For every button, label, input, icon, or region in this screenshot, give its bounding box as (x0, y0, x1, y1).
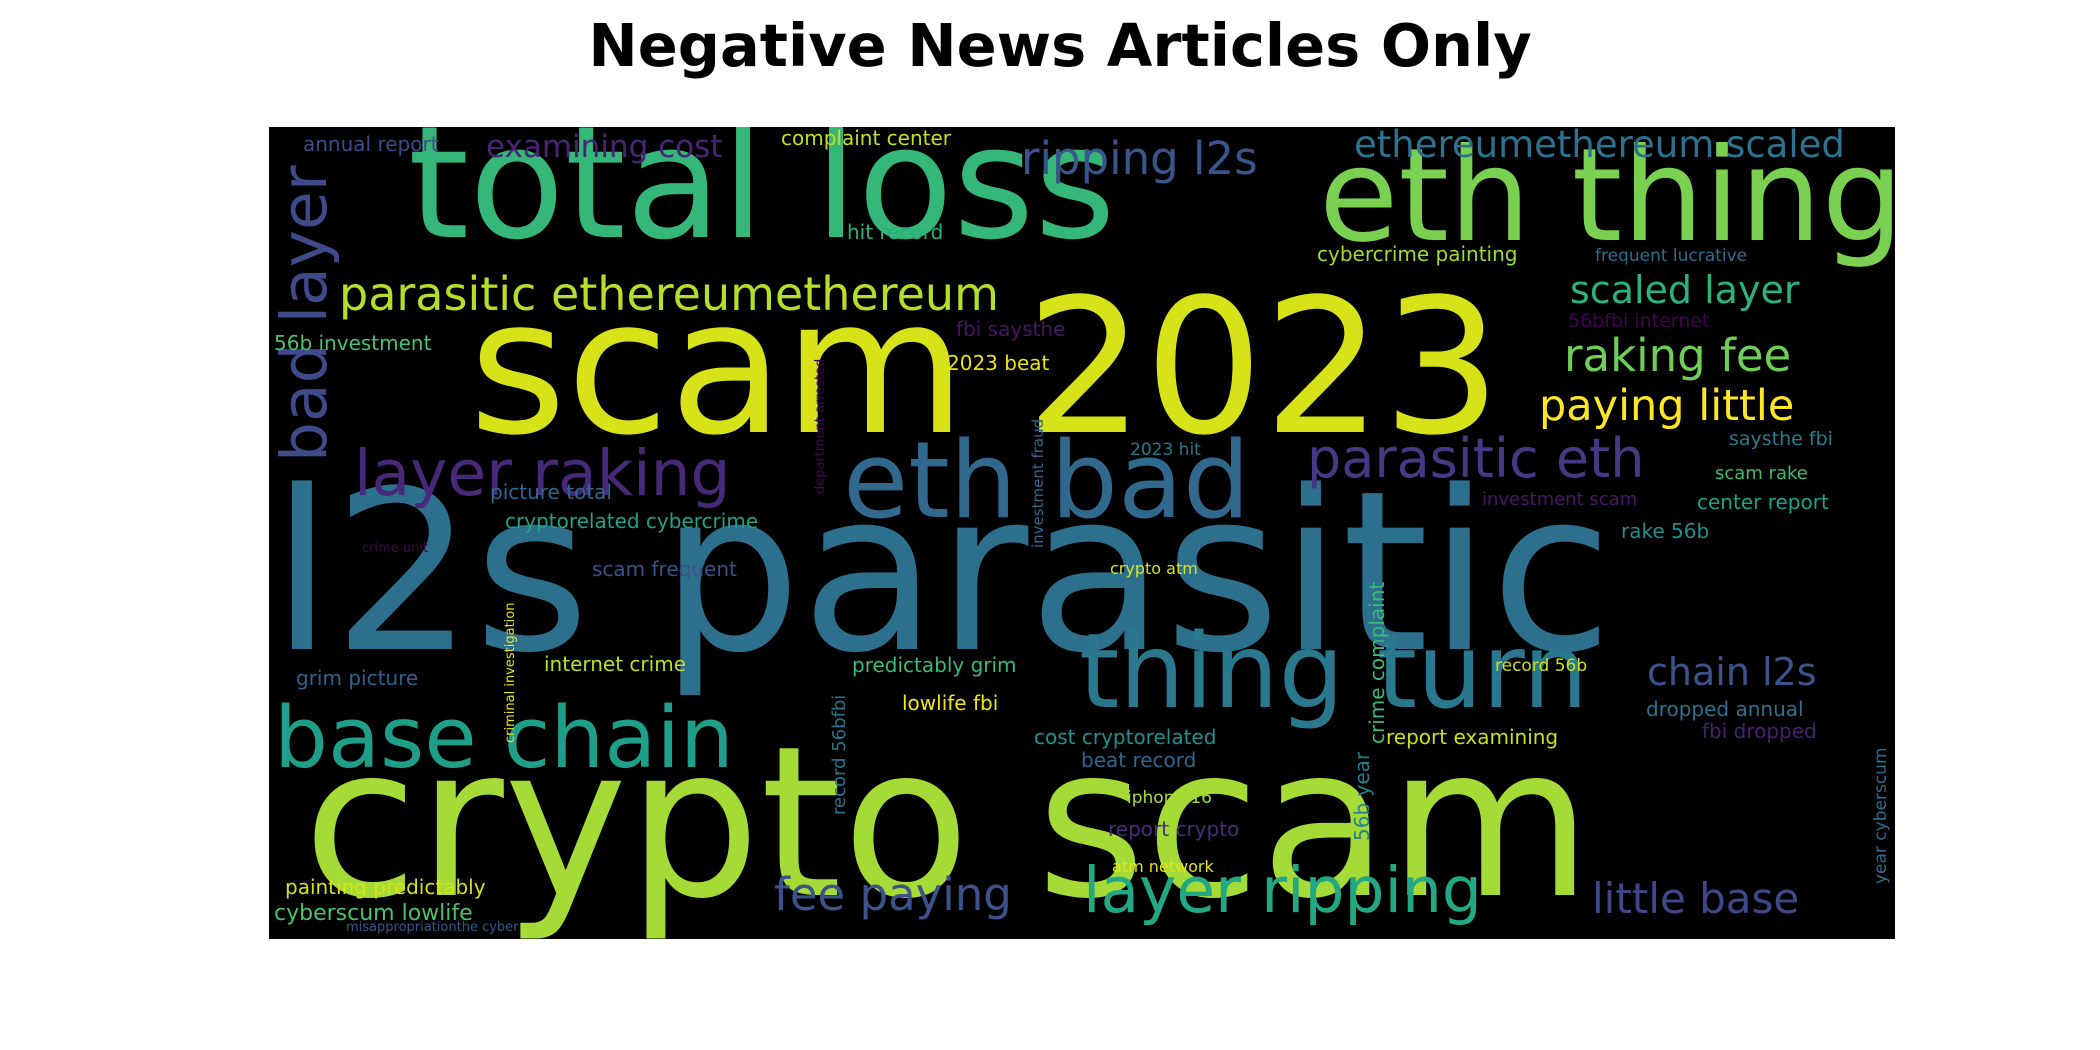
word-rake-56b: rake 56b (1621, 519, 1709, 543)
word-annual-report: annual report (303, 132, 439, 156)
word-internet-crime: internet crime (544, 652, 686, 676)
word-parasitic-ethereumethereum: parasitic ethereumethereum (339, 267, 999, 321)
word-predictably-grim: predictably grim (852, 653, 1017, 677)
word-scam-2023: scam 2023 (469, 259, 1501, 477)
word-thing-turn: thing turn (1079, 612, 1588, 732)
word-hit-record: hit record (847, 220, 943, 244)
word-iphone-16: iphone 16 (1127, 788, 1212, 808)
word-fbi-saysthe: fbi saysthe (956, 317, 1065, 341)
word-chain-l2s: chain l2s (1647, 650, 1817, 694)
word-base-chain: base chain (274, 689, 734, 788)
word-grim-picture: grim picture (296, 666, 418, 690)
word-saysthe-fbi: saysthe fbi (1729, 428, 1833, 450)
word-cryptorelated-cybercrime: cryptorelated cybercrime (505, 509, 758, 533)
word-eth-bad: eth bad (843, 419, 1250, 542)
word-atm-network: atm network (1112, 857, 1214, 876)
word-picture-total: picture total (490, 480, 612, 504)
word-crime-unit: crime unit (362, 541, 428, 556)
chart-title: Negative News Articles Only (588, 11, 1532, 80)
word-eth-thing: eth thing (1319, 127, 1895, 271)
word-criminal-investigation: criminal investigation (503, 603, 518, 743)
word-painting-predictably: painting predictably (285, 875, 486, 899)
word-record-56bfbi: record 56bfbi (829, 695, 850, 815)
word-crypto-scam: crypto scam (303, 702, 1592, 939)
word-scaled-layer: scaled layer (1570, 268, 1800, 312)
word-center-report: center report (1697, 490, 1829, 514)
word-report-crypto: report crypto (1108, 817, 1239, 841)
word-beat-record: beat record (1081, 748, 1196, 772)
word-layer-ripping: layer ripping (1083, 854, 1482, 927)
word-l2s-parasitic: l2s parasitic (271, 444, 1613, 702)
word-ripping-l2s: ripping l2s (1021, 132, 1258, 185)
word-2023-beat: 2023 beat (947, 351, 1050, 375)
word-examining-cost: examining cost (486, 129, 722, 165)
word-raking-fee: raking fee (1564, 329, 1791, 382)
word-56bfbi-internet: 56bfbi internet (1568, 310, 1709, 332)
word-complaint-center: complaint center (781, 127, 952, 150)
word-cyberscum-lowlife: cyberscum lowlife (274, 901, 473, 926)
word-investment-scam: investment scam (1482, 489, 1637, 510)
word-dropped-annual: dropped annual (1646, 697, 1804, 721)
word-cloud-panel: l2s parasitic crypto scam scam 2023 total l… (269, 127, 1895, 939)
word-report-examining: report examining (1386, 725, 1558, 749)
word-lowlife-fbi: lowlife fbi (902, 691, 998, 715)
word-2023-hit: 2023 hit (1130, 440, 1201, 460)
word-frequent-lucrative: frequent lucrative (1595, 246, 1747, 266)
word-fee-paying: fee paying (774, 868, 1012, 921)
word-fbi-dropped: fbi dropped (1702, 719, 1817, 743)
word-department-arrested: department arrested (813, 359, 828, 494)
word-parasitic-eth: parasitic eth (1307, 427, 1644, 490)
word-little-base: little base (1592, 874, 1799, 923)
word-year-cyberscum: year cyberscum (1871, 747, 1891, 884)
word-misappropriationthe-cyber: misappropriationthe cyber (346, 920, 519, 935)
word-cybercrime-painting: cybercrime painting (1317, 242, 1518, 266)
word-56b-year: 56b year (1350, 751, 1374, 841)
word-scam-frequent: scam frequent (592, 557, 737, 581)
word-paying-little: paying little (1539, 381, 1794, 431)
word-scam-rake: scam rake (1715, 463, 1808, 484)
word-cost-cryptorelated: cost cryptorelated (1034, 725, 1216, 749)
word-layer-raking: layer raking (354, 437, 731, 510)
word-bad-layer: bad layer (269, 165, 341, 462)
word-56b-investment: 56b investment (274, 331, 432, 355)
word-record-56b: record 56b (1495, 656, 1587, 676)
word-ethereumethereum-scaled: ethereumethereum scaled (1354, 127, 1845, 166)
word-crime-complaint: crime complaint (1365, 582, 1389, 744)
word-total-loss: total loss (408, 127, 1116, 274)
word-crypto-atm: crypto atm (1110, 559, 1198, 578)
word-investment-fraud: investment fraud (1029, 419, 1047, 548)
